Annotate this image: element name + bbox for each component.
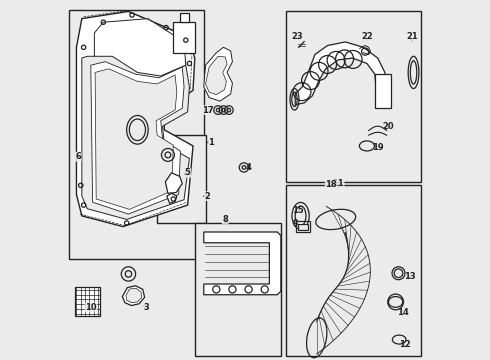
Polygon shape: [204, 47, 232, 101]
Polygon shape: [167, 193, 177, 203]
Text: 6: 6: [75, 152, 81, 161]
Bar: [69, 10, 204, 259]
Text: 21: 21: [406, 32, 417, 41]
Polygon shape: [91, 62, 184, 214]
Polygon shape: [204, 232, 281, 295]
Polygon shape: [295, 42, 387, 105]
Text: 3: 3: [144, 303, 149, 312]
Bar: [375, 74, 391, 108]
Text: 16: 16: [202, 81, 214, 90]
Text: 1: 1: [208, 138, 214, 147]
Bar: [195, 223, 281, 356]
Polygon shape: [122, 286, 145, 306]
Bar: [298, 224, 308, 230]
Text: 10: 10: [85, 303, 97, 312]
Text: 2: 2: [204, 192, 210, 201]
Bar: [296, 221, 310, 232]
Text: 17: 17: [202, 105, 214, 114]
Polygon shape: [95, 19, 186, 78]
Bar: [173, 22, 195, 53]
Polygon shape: [126, 288, 142, 303]
Bar: [74, 287, 100, 316]
Bar: [286, 12, 421, 182]
Polygon shape: [82, 56, 190, 220]
Text: 5: 5: [185, 168, 191, 177]
Text: 14: 14: [397, 308, 409, 317]
Text: 8: 8: [222, 215, 228, 224]
Text: 15: 15: [292, 206, 304, 215]
Text: 18: 18: [325, 180, 337, 189]
Text: 19: 19: [372, 143, 384, 152]
Polygon shape: [95, 69, 177, 210]
Polygon shape: [166, 173, 182, 193]
Text: 20: 20: [383, 122, 394, 131]
Polygon shape: [76, 12, 195, 226]
Bar: [180, 13, 189, 22]
Polygon shape: [205, 56, 227, 95]
Bar: [157, 135, 205, 223]
Text: 12: 12: [399, 341, 411, 350]
Text: 22: 22: [361, 32, 373, 41]
Text: 23: 23: [291, 32, 303, 41]
Text: 11: 11: [332, 179, 344, 188]
Text: 9: 9: [293, 219, 298, 228]
Text: 7: 7: [181, 32, 187, 41]
Text: 13: 13: [404, 272, 416, 281]
Text: 4: 4: [245, 163, 251, 172]
Bar: [286, 185, 421, 356]
